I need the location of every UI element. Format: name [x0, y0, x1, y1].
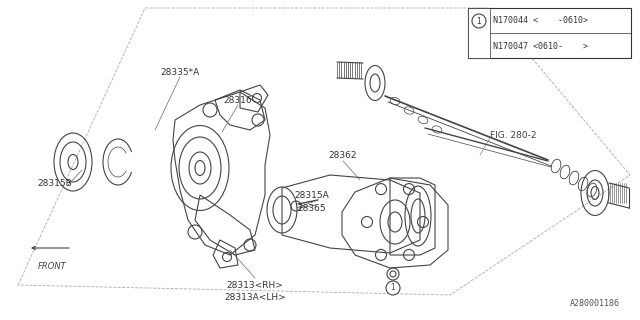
Text: FRONT: FRONT	[38, 262, 67, 271]
Text: 28335*A: 28335*A	[161, 68, 200, 76]
Circle shape	[472, 14, 486, 28]
Text: 28362: 28362	[329, 150, 357, 159]
Bar	[468, 8, 490, 58]
Text: 28316: 28316	[224, 95, 252, 105]
Circle shape	[386, 281, 400, 295]
Text: N170044 <    -0610>: N170044 < -0610>	[493, 15, 588, 25]
Text: N170047 <0610-    >: N170047 <0610- >	[493, 42, 588, 51]
Text: FIG. 280-2: FIG. 280-2	[490, 131, 536, 140]
Text: 28315B: 28315B	[38, 179, 72, 188]
Text: 28315A: 28315A	[294, 190, 330, 199]
Text: 1: 1	[390, 284, 396, 292]
Text: A280001186: A280001186	[570, 299, 620, 308]
Text: 28365: 28365	[298, 204, 326, 212]
Text: 28313<RH>: 28313<RH>	[227, 281, 284, 290]
Text: 28313A<LH>: 28313A<LH>	[224, 293, 286, 302]
Bar	[468, 8, 631, 58]
Text: 1: 1	[477, 17, 481, 26]
